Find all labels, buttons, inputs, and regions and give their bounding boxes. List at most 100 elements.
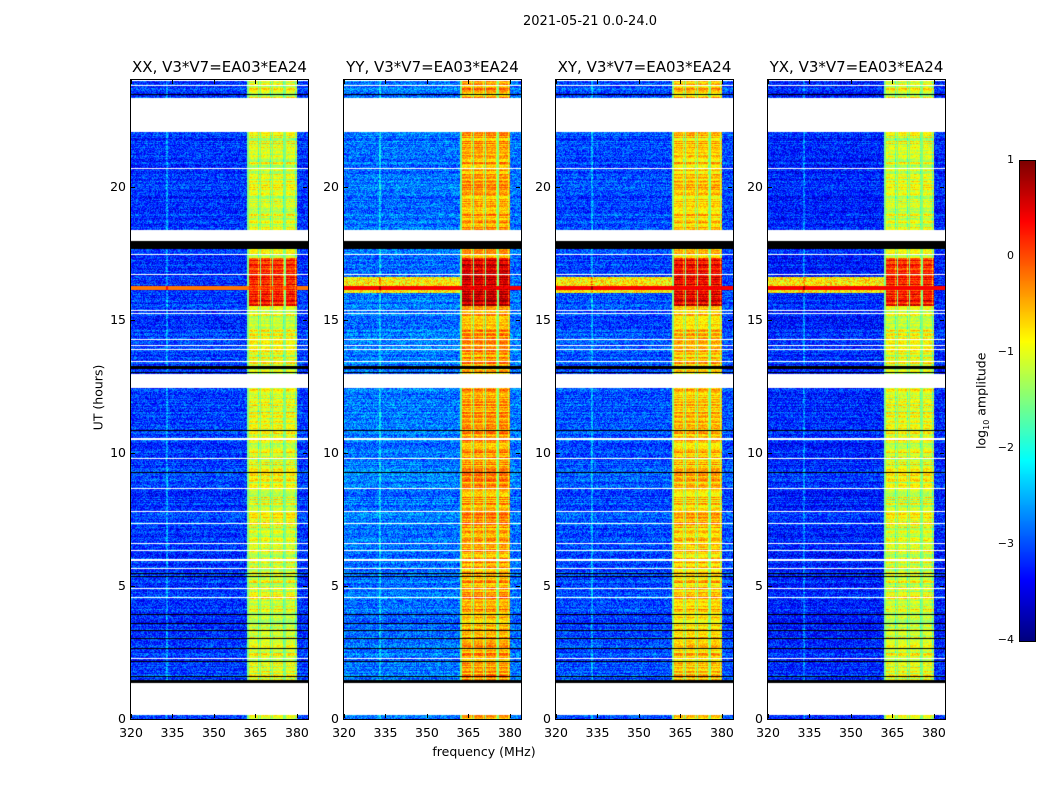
y-tick-label: 5 bbox=[331, 577, 339, 593]
y-tick-mark bbox=[728, 719, 732, 720]
panel-title: YY, V3*V7=EA03*EA24 bbox=[346, 58, 519, 76]
y-tick-mark bbox=[728, 452, 732, 454]
y-tick-label: 10 bbox=[323, 444, 339, 460]
waterfall-panel-3: XY, V3*V7=EA03*EA24 320 335 350 365 380 0 5 10 15… bbox=[535, 58, 734, 740]
y-tick-mark bbox=[728, 186, 732, 188]
waterfall-panel-2: YY, V3*V7=EA03*EA24 320 335 350 365 380 0 5 10 15… bbox=[323, 58, 522, 740]
y-tick-mark bbox=[940, 319, 944, 321]
x-tick-mark bbox=[721, 714, 723, 718]
y-tick-mark bbox=[516, 452, 520, 454]
x-tick-label: 320 bbox=[544, 725, 568, 740]
x-tick-mark bbox=[213, 80, 215, 84]
y-tick-mark bbox=[768, 452, 772, 454]
x-tick-mark bbox=[809, 714, 811, 718]
y-tick-mark bbox=[516, 186, 520, 188]
x-tick-mark bbox=[892, 80, 894, 84]
panel-title: YX, V3*V7=EA03*EA24 bbox=[769, 58, 944, 76]
y-tick-label: 15 bbox=[323, 311, 339, 327]
x-tick-mark bbox=[426, 80, 428, 84]
x-tick-label: 350 bbox=[202, 725, 226, 740]
x-tick-mark bbox=[468, 714, 470, 718]
x-tick-label: 380 bbox=[285, 725, 309, 740]
x-tick-label: 380 bbox=[710, 725, 734, 740]
y-tick-mark bbox=[344, 186, 348, 188]
y-tick-mark bbox=[768, 186, 772, 188]
x-tick-mark bbox=[131, 714, 132, 718]
y-tick-label: 0 bbox=[543, 711, 551, 726]
x-tick-mark bbox=[509, 80, 511, 84]
x-tick-mark bbox=[468, 80, 470, 84]
y-tick-mark bbox=[556, 585, 560, 587]
y-tick-mark bbox=[131, 719, 135, 720]
x-tick-mark bbox=[385, 714, 387, 718]
x-tick-label: 365 bbox=[456, 725, 481, 740]
x-tick-mark bbox=[509, 714, 511, 718]
x-tick-label: 380 bbox=[498, 725, 522, 740]
heatmap-image bbox=[131, 80, 308, 719]
x-tick-mark bbox=[597, 80, 599, 84]
y-tick-mark bbox=[516, 719, 520, 720]
y-tick-mark bbox=[516, 319, 520, 321]
x-tick-mark bbox=[768, 80, 769, 84]
y-tick-mark bbox=[131, 452, 135, 454]
x-tick-label: 365 bbox=[880, 725, 905, 740]
y-tick-label: 10 bbox=[535, 444, 551, 460]
y-tick-mark bbox=[556, 452, 560, 454]
colorbar-tick-label: −3 bbox=[997, 537, 1014, 550]
x-tick-label: 320 bbox=[332, 725, 356, 740]
x-tick-mark bbox=[172, 714, 174, 718]
x-tick-mark bbox=[255, 80, 257, 84]
x-tick-mark bbox=[296, 714, 298, 718]
y-tick-mark bbox=[344, 452, 348, 454]
heatmap-image bbox=[768, 80, 945, 719]
y-tick-label: 0 bbox=[118, 711, 126, 726]
x-tick-mark bbox=[933, 714, 935, 718]
y-tick-label: 10 bbox=[110, 444, 126, 460]
x-tick-label: 365 bbox=[243, 725, 268, 740]
x-tick-mark bbox=[768, 714, 769, 718]
y-tick-mark bbox=[303, 585, 307, 587]
y-tick-label: 0 bbox=[331, 711, 339, 726]
y-tick-label: 5 bbox=[755, 577, 763, 593]
y-tick-label: 20 bbox=[747, 178, 763, 194]
x-tick-label: 335 bbox=[797, 725, 822, 740]
y-tick-label: 20 bbox=[110, 178, 126, 194]
y-tick-mark bbox=[940, 186, 944, 188]
y-tick-mark bbox=[940, 719, 944, 720]
y-tick-mark bbox=[768, 585, 772, 587]
x-tick-label: 335 bbox=[160, 725, 185, 740]
x-tick-label: 335 bbox=[585, 725, 610, 740]
y-tick-label: 20 bbox=[323, 178, 339, 194]
y-tick-mark bbox=[556, 186, 560, 188]
x-tick-mark bbox=[892, 714, 894, 718]
y-tick-mark bbox=[131, 186, 135, 188]
y-tick-label: 15 bbox=[110, 311, 126, 327]
x-tick-mark bbox=[933, 80, 935, 84]
waterfall-panel-1: XX, V3*V7=EA03*EA24 320 335 350 365 380 0 5 10 15… bbox=[110, 58, 309, 740]
heatmap-image bbox=[344, 80, 521, 719]
heatmap-image bbox=[556, 80, 733, 719]
y-tick-label: 10 bbox=[747, 444, 763, 460]
y-tick-label: 20 bbox=[535, 178, 551, 194]
y-tick-label: 15 bbox=[535, 311, 551, 327]
x-tick-mark bbox=[638, 714, 640, 718]
x-tick-label: 320 bbox=[756, 725, 780, 740]
x-tick-mark bbox=[172, 80, 174, 84]
x-tick-mark bbox=[426, 714, 428, 718]
x-tick-label: 350 bbox=[415, 725, 439, 740]
colorbar bbox=[1019, 160, 1036, 642]
figure-title: 2021-05-21 0.0-24.0 bbox=[523, 14, 657, 29]
x-tick-mark bbox=[213, 714, 215, 718]
y-tick-label: 5 bbox=[118, 577, 126, 593]
y-tick-label: 5 bbox=[543, 577, 551, 593]
waterfall-panel-4: YX, V3*V7=EA03*EA24 320 335 350 365 380 0 5 10 15… bbox=[747, 58, 946, 740]
y-tick-mark bbox=[344, 585, 348, 587]
y-tick-mark bbox=[131, 585, 135, 587]
y-tick-mark bbox=[556, 719, 560, 720]
x-tick-mark bbox=[296, 80, 298, 84]
y-tick-label: 0 bbox=[755, 711, 763, 726]
colorbar-tick-label: −1 bbox=[997, 345, 1014, 358]
y-tick-mark bbox=[344, 719, 348, 720]
x-tick-label: 335 bbox=[373, 725, 398, 740]
y-tick-mark bbox=[940, 452, 944, 454]
